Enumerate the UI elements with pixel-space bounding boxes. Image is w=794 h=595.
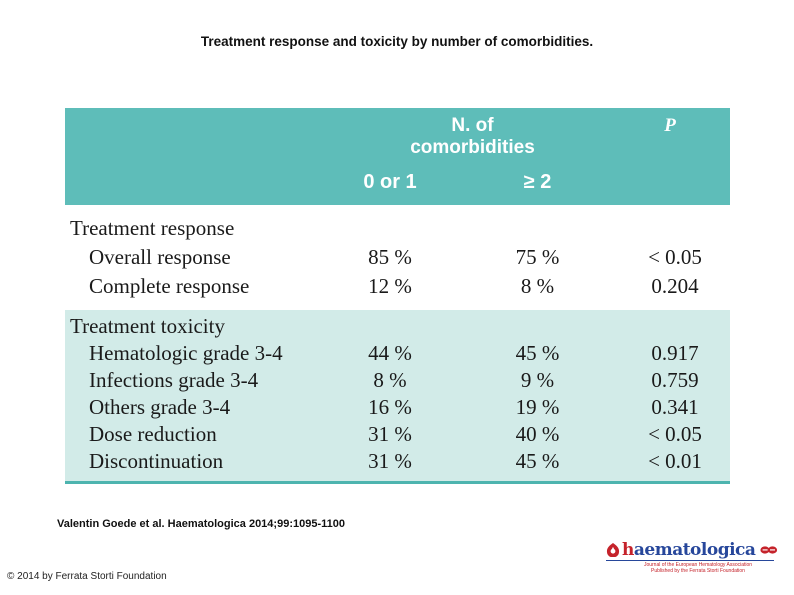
col-header-ge-2: ≥ 2 [523, 171, 552, 193]
value-ge2: 40 % [515, 422, 560, 446]
value-p: 0.917 [651, 341, 699, 365]
value-0or1: 16 % [368, 395, 412, 419]
section-treatment-toxicity: Treatment toxicity Hematologic grade 3-4… [65, 310, 730, 484]
value-0or1: 8 % [373, 368, 407, 392]
value-ge2: 8 % [520, 274, 555, 298]
row-label: Infections grade 3-4 [89, 368, 259, 392]
row-label: Dose reduction [89, 422, 217, 446]
value-p: 0.759 [651, 368, 699, 392]
logo-brand-row: haematologica [606, 540, 778, 561]
value-ge2: 19 % [515, 395, 560, 419]
col-header-0-or-1: 0 or 1 [363, 171, 417, 193]
value-0or1: 44 % [368, 341, 412, 365]
logo-letter-h: h [622, 540, 634, 560]
row-label: Overall response [89, 245, 231, 269]
row-label: Discontinuation [89, 449, 224, 473]
group-header-line2: comorbidities [410, 137, 535, 158]
slide-title: Treatment response and toxicity by numbe… [200, 34, 594, 49]
value-p: < 0.05 [648, 245, 702, 269]
table-row: Hematologic grade 3-4 44 % 45 % 0.917 [65, 340, 730, 367]
value-0or1: 31 % [368, 422, 412, 446]
logo-tagline-2: Published by the Ferrata Storti Foundati… [651, 568, 745, 574]
citation: Valentin Goede et al. Haematologica 2014… [57, 518, 345, 530]
logo-wordmark: haematologica [622, 540, 756, 560]
copyright-notice: © 2014 by Ferrata Storti Foundation [7, 571, 167, 582]
row-label: Others grade 3-4 [89, 395, 231, 419]
value-p: < 0.05 [648, 422, 702, 446]
value-ge2: 45 % [515, 449, 560, 473]
table-row: Discontinuation 31 % 45 % < 0.01 [65, 448, 730, 475]
logo-tagline-1: Journal of the European Hematology Assoc… [643, 562, 753, 568]
value-ge2: 75 % [515, 245, 560, 269]
value-0or1: 31 % [368, 449, 412, 473]
section-header-row: Treatment response [65, 214, 730, 243]
value-0or1: 85 % [368, 245, 412, 269]
red-cells-icon [760, 546, 778, 554]
p-column-header: P [664, 115, 676, 136]
value-p: 0.341 [651, 395, 699, 419]
table-row: Overall response 85 % 75 % < 0.05 [65, 243, 730, 272]
section-label: Treatment toxicity [70, 314, 225, 338]
table-row: Complete response 12 % 8 % 0.204 [65, 272, 730, 301]
table-row: Others grade 3-4 16 % 19 % 0.341 [65, 394, 730, 421]
row-label: Hematologic grade 3-4 [89, 341, 283, 365]
section-header-row: Treatment toxicity [65, 313, 730, 340]
value-p: < 0.01 [648, 449, 702, 473]
row-label: Complete response [89, 274, 250, 298]
group-column-header: N. of comorbidities [325, 115, 620, 159]
table-row: Infections grade 3-4 8 % 9 % 0.759 [65, 367, 730, 394]
section-label: Treatment response [70, 216, 235, 240]
haematologica-drop-icon [606, 543, 620, 557]
logo-taglines: Journal of the European Hematology Assoc… [606, 562, 774, 574]
value-ge2: 9 % [520, 368, 555, 392]
comorbidity-table: N. of comorbidities P 0 or 1 ≥ 2 Treatme… [65, 108, 730, 484]
group-header-line1: N. of [451, 115, 494, 136]
section-treatment-response: Treatment response Overall response 85 %… [65, 205, 730, 310]
value-ge2: 45 % [515, 341, 560, 365]
haematologica-logo: haematologica Journal of the European He… [606, 540, 778, 574]
value-0or1: 12 % [368, 274, 412, 298]
table-row: Dose reduction 31 % 40 % < 0.05 [65, 421, 730, 448]
table-header: N. of comorbidities P 0 or 1 ≥ 2 [65, 108, 730, 205]
value-p: 0.204 [651, 274, 699, 298]
logo-rest: aematologica [633, 540, 756, 560]
